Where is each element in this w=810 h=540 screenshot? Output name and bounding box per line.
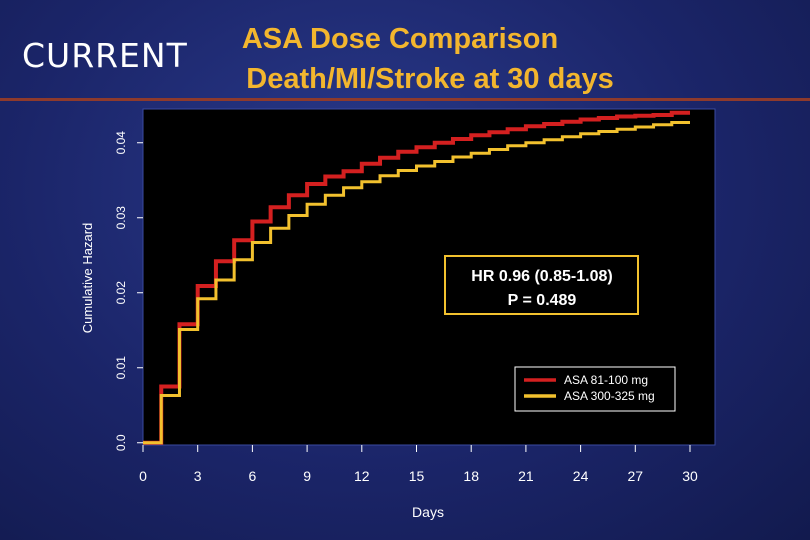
x-tick-label: 27 (628, 468, 644, 484)
current-logo: CURRENT (22, 36, 188, 75)
y-tick-label: 0.01 (114, 356, 128, 380)
y-axis-title: Cumulative Hazard (80, 223, 95, 334)
x-tick-label: 24 (573, 468, 589, 484)
y-tick-label: 0.0 (114, 434, 128, 451)
series-lines (143, 110, 690, 445)
series-line-asa-300-325 (143, 121, 690, 445)
chart-title-line2: Death/MI/Stroke at 30 days (246, 63, 614, 95)
y-tick-label: 0.03 (114, 206, 128, 230)
header-divider (0, 98, 810, 101)
y-axis: 0.0 0.01 0.02 0.03 0.04 (114, 131, 143, 451)
x-tick-label: 6 (249, 468, 257, 484)
series-line-asa-81-100 (143, 110, 690, 445)
x-tick-label: 9 (303, 468, 311, 484)
x-tick-label: 12 (354, 468, 370, 484)
x-tick-label: 15 (409, 468, 425, 484)
hr-annotation-line1: HR 0.96 (0.85-1.08) (471, 268, 612, 285)
x-tick-label: 18 (463, 468, 479, 484)
x-tick-label: 30 (682, 468, 698, 484)
x-axis-title: Days (412, 504, 444, 520)
x-tick-label: 3 (194, 468, 202, 484)
hr-annotation-box: HR 0.96 (0.85-1.08) P = 0.489 (444, 255, 639, 315)
legend-label-300-325: ASA 300-325 mg (564, 389, 655, 403)
x-tick-label: 21 (518, 468, 534, 484)
x-axis: 0 3 6 9 12 15 18 21 24 27 30 (139, 445, 698, 484)
hr-annotation-line2: P = 0.489 (508, 292, 577, 309)
y-tick-label: 0.04 (114, 131, 128, 155)
legend-label-81-100: ASA 81-100 mg (564, 373, 648, 387)
y-tick-label: 0.02 (114, 281, 128, 305)
x-tick-label: 0 (139, 468, 147, 484)
chart-title-line1: ASA Dose Comparison (241, 23, 559, 55)
legend: ASA 81-100 mg ASA 300-325 mg (514, 366, 676, 412)
